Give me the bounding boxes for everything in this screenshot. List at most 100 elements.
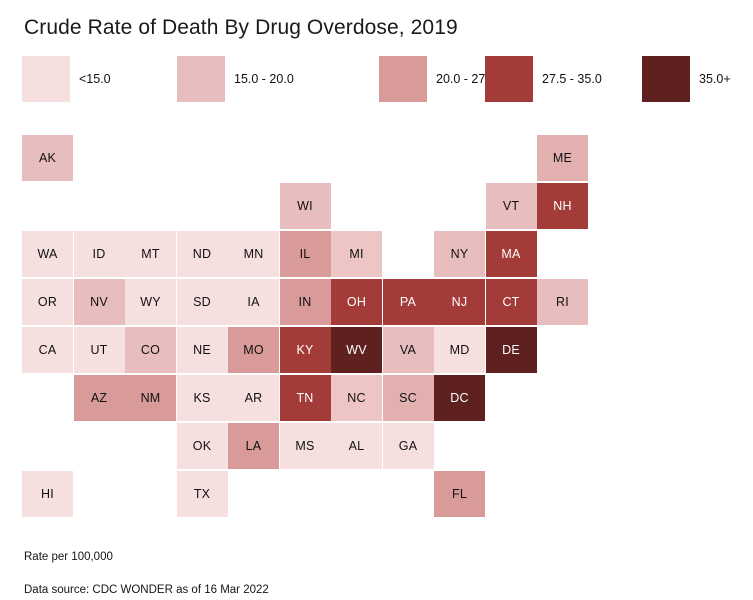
state-tile-ks[interactable]: KS bbox=[176, 375, 228, 421]
state-tile-label: ND bbox=[192, 246, 212, 261]
state-tile-va[interactable]: VA bbox=[382, 327, 434, 373]
state-tile-label: FL bbox=[452, 486, 467, 501]
state-tile-label: SD bbox=[193, 294, 211, 309]
state-tile-label: ID bbox=[92, 246, 106, 261]
state-tile-nh[interactable]: NH bbox=[537, 183, 588, 229]
state-tile-ms[interactable]: MS bbox=[279, 423, 331, 469]
state-tile-label: DC bbox=[450, 390, 469, 405]
state-tile-wa[interactable]: WA bbox=[22, 231, 73, 277]
state-tile-label: IL bbox=[299, 246, 311, 261]
state-tile-wi[interactable]: WI bbox=[279, 183, 331, 229]
state-tile-sc[interactable]: SC bbox=[382, 375, 434, 421]
state-tile-label: MI bbox=[349, 246, 364, 261]
state-tile-label: MT bbox=[141, 246, 160, 261]
state-tile-label: RI bbox=[556, 294, 569, 309]
legend-label: 35.0+ bbox=[699, 72, 731, 86]
state-tile-label: WA bbox=[37, 246, 58, 261]
state-tile-mi[interactable]: MI bbox=[331, 231, 382, 277]
state-tile-ky[interactable]: KY bbox=[279, 327, 331, 373]
state-tile-ia[interactable]: IA bbox=[228, 279, 279, 325]
state-tile-label: ME bbox=[552, 150, 573, 165]
state-tile-tx[interactable]: TX bbox=[176, 471, 228, 517]
state-tile-label: UT bbox=[90, 342, 108, 357]
state-tile-ct[interactable]: CT bbox=[485, 279, 537, 325]
state-tile-or[interactable]: OR bbox=[22, 279, 73, 325]
state-tile-mn[interactable]: MN bbox=[228, 231, 279, 277]
state-tile-tn[interactable]: TN bbox=[279, 375, 331, 421]
state-tile-ar[interactable]: AR bbox=[228, 375, 279, 421]
state-tile-id[interactable]: ID bbox=[73, 231, 125, 277]
state-tile-nm[interactable]: NM bbox=[125, 375, 176, 421]
state-tile-label: WV bbox=[346, 342, 367, 357]
state-tile-fl[interactable]: FL bbox=[434, 471, 485, 517]
state-tile-ca[interactable]: CA bbox=[22, 327, 73, 373]
state-tile-label: AL bbox=[348, 438, 365, 453]
state-tile-in[interactable]: IN bbox=[279, 279, 331, 325]
state-tile-pa[interactable]: PA bbox=[382, 279, 434, 325]
state-tile-label: TX bbox=[193, 486, 211, 501]
legend: <15.0 15.0 - 20.0 20.0 - 27.5 27.5 - 35.0 35… bbox=[22, 56, 738, 102]
state-tile-nj[interactable]: NJ bbox=[434, 279, 485, 325]
state-tile-mt[interactable]: MT bbox=[125, 231, 176, 277]
state-tile-label: GA bbox=[398, 438, 418, 453]
legend-swatch bbox=[485, 56, 533, 102]
state-tile-me[interactable]: ME bbox=[537, 135, 588, 181]
state-tile-ok[interactable]: OK bbox=[176, 423, 228, 469]
state-tile-ne[interactable]: NE bbox=[176, 327, 228, 373]
state-tile-al[interactable]: AL bbox=[331, 423, 382, 469]
state-tile-wv[interactable]: WV bbox=[331, 327, 382, 373]
legend-swatch bbox=[379, 56, 427, 102]
footnote-data-source: Data source: CDC WONDER as of 16 Mar 202… bbox=[24, 584, 269, 596]
state-tile-label: NV bbox=[90, 294, 108, 309]
state-tile-nd[interactable]: ND bbox=[176, 231, 228, 277]
state-tile-label: DE bbox=[502, 342, 520, 357]
state-tile-hi[interactable]: HI bbox=[22, 471, 73, 517]
state-tile-de[interactable]: DE bbox=[485, 327, 537, 373]
state-tile-ma[interactable]: MA bbox=[485, 231, 537, 277]
state-tile-md[interactable]: MD bbox=[434, 327, 485, 373]
state-tile-label: OK bbox=[192, 438, 212, 453]
state-tile-ak[interactable]: AK bbox=[22, 135, 73, 181]
state-tile-label: MN bbox=[243, 246, 264, 261]
state-tile-label: MD bbox=[449, 342, 470, 357]
state-tile-oh[interactable]: OH bbox=[331, 279, 382, 325]
state-tile-label: MS bbox=[295, 438, 315, 453]
state-tile-label: AZ bbox=[90, 390, 108, 405]
legend-swatch bbox=[22, 56, 70, 102]
state-tile-ga[interactable]: GA bbox=[382, 423, 434, 469]
state-tile-ny[interactable]: NY bbox=[434, 231, 485, 277]
state-tile-label: AK bbox=[38, 150, 57, 165]
legend-item: 27.5 - 35.0 bbox=[485, 56, 602, 102]
legend-label: <15.0 bbox=[79, 72, 111, 86]
state-tile-nv[interactable]: NV bbox=[73, 279, 125, 325]
state-tile-ut[interactable]: UT bbox=[73, 327, 125, 373]
state-tile-label: VA bbox=[399, 342, 417, 357]
state-tile-vt[interactable]: VT bbox=[485, 183, 537, 229]
state-tile-nc[interactable]: NC bbox=[331, 375, 382, 421]
state-tile-sd[interactable]: SD bbox=[176, 279, 228, 325]
state-tile-label: IN bbox=[298, 294, 312, 309]
state-tile-il[interactable]: IL bbox=[279, 231, 331, 277]
footnote-rate-unit: Rate per 100,000 bbox=[24, 551, 113, 563]
legend-item: 20.0 - 27.5 bbox=[379, 56, 496, 102]
state-tile-label: WY bbox=[140, 294, 161, 309]
state-tile-label: KS bbox=[193, 390, 211, 405]
state-tile-label: CA bbox=[38, 342, 57, 357]
state-tile-label: LA bbox=[245, 438, 262, 453]
state-tile-label: OR bbox=[37, 294, 58, 309]
state-tile-label: AR bbox=[244, 390, 263, 405]
state-tile-la[interactable]: LA bbox=[228, 423, 279, 469]
state-tile-wy[interactable]: WY bbox=[125, 279, 176, 325]
state-tile-az[interactable]: AZ bbox=[73, 375, 125, 421]
state-tile-grid-map: AK ME WI VT NH WA ID MT ND MN IL MI NY MA OR NV WY SD IA IN… bbox=[22, 135, 642, 520]
legend-item: 15.0 - 20.0 bbox=[177, 56, 294, 102]
state-tile-co[interactable]: CO bbox=[125, 327, 176, 373]
state-tile-label: MA bbox=[501, 246, 521, 261]
page-title: Crude Rate of Death By Drug Overdose, 20… bbox=[24, 16, 458, 39]
state-tile-mo[interactable]: MO bbox=[228, 327, 279, 373]
state-tile-label: OH bbox=[346, 294, 367, 309]
state-tile-ri[interactable]: RI bbox=[537, 279, 588, 325]
state-tile-dc[interactable]: DC bbox=[434, 375, 485, 421]
state-tile-label: HI bbox=[41, 486, 54, 501]
state-tile-label: NC bbox=[347, 390, 366, 405]
